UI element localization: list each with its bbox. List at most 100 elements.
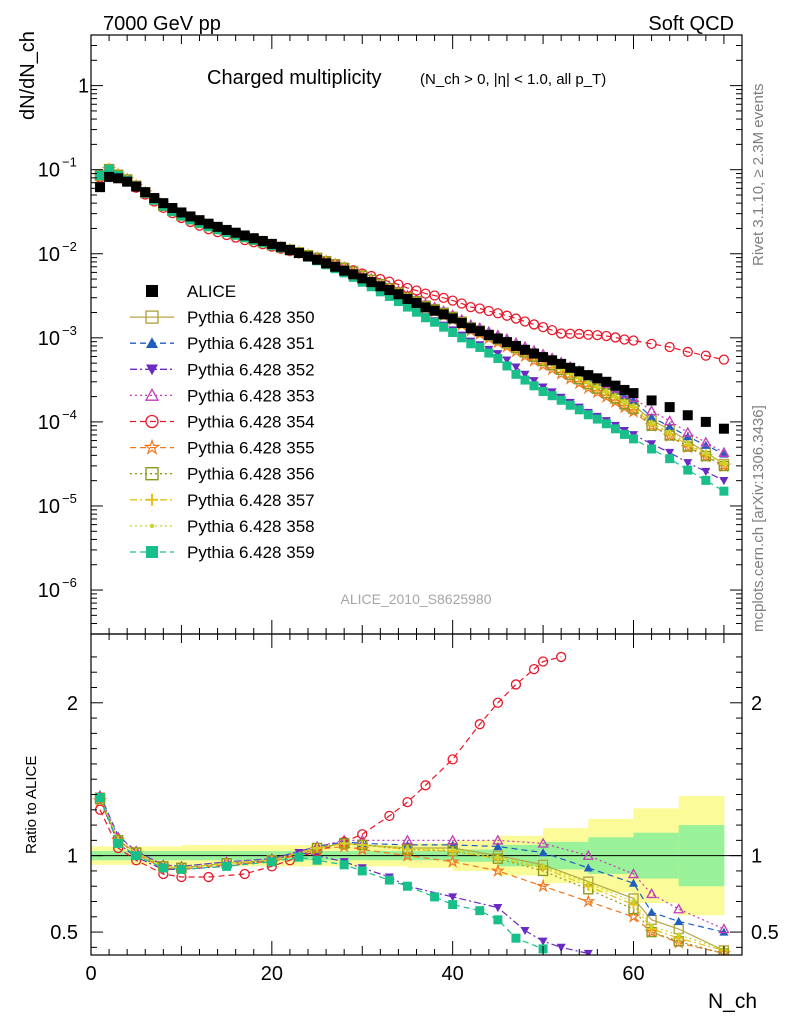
ratio-point — [203, 871, 214, 883]
data-point — [601, 419, 611, 429]
alice-data-point — [501, 337, 512, 348]
ratio-point — [445, 854, 460, 868]
data-point — [430, 317, 440, 327]
data-point — [647, 444, 657, 454]
data-point — [493, 353, 503, 363]
alice-data-point — [556, 358, 567, 369]
energy-label: 7000 GeV pp — [103, 13, 221, 35]
data-point — [718, 354, 730, 365]
data-point — [665, 421, 675, 430]
alice-data-point — [167, 203, 178, 214]
data-point — [613, 394, 618, 399]
x-tick-label: 60 — [622, 963, 644, 985]
alice-data-point — [565, 362, 576, 373]
y-tick-label: 10 — [38, 580, 60, 602]
legend-entry: Pythia 6.428 353 — [130, 386, 315, 405]
ratio-point — [447, 834, 459, 845]
data-point — [682, 426, 694, 437]
legend-marker — [146, 364, 158, 376]
ratio-point — [520, 926, 530, 936]
data-point — [492, 308, 504, 319]
chart-title-suffix: (N_ch > 0, |η| < 1.0, all p_T) — [420, 71, 606, 88]
alice-data-point — [248, 233, 259, 244]
data-point — [529, 377, 539, 386]
alice-data-point — [203, 218, 214, 229]
legend-marker — [145, 310, 159, 324]
ratio-point — [360, 842, 365, 848]
lower-frame — [90, 633, 743, 956]
data-point — [683, 459, 693, 468]
ratio-point — [673, 903, 685, 914]
alice-data-point — [176, 207, 187, 218]
alice-data-point — [601, 376, 612, 387]
alice-data-point — [339, 265, 350, 276]
alice-data-point — [529, 348, 540, 359]
y-tick-exponent: −2 — [62, 239, 77, 254]
alice-data-point — [158, 198, 169, 209]
data-point — [719, 486, 729, 496]
data-point — [411, 285, 422, 296]
legend-marker — [149, 523, 155, 529]
ratio-point — [430, 892, 440, 902]
ratio-point — [493, 904, 503, 913]
legend-label: Pythia 6.428 351 — [187, 334, 315, 353]
data-point — [647, 440, 657, 449]
alice-data-point — [257, 235, 268, 246]
legend-label: ALICE — [187, 282, 236, 301]
ratio-point — [448, 893, 458, 902]
ratio-point — [495, 854, 501, 860]
data-point — [667, 430, 672, 435]
data-point — [501, 310, 513, 321]
data-point — [393, 296, 403, 306]
ratio-point — [131, 851, 141, 861]
ratio-tick-label-right: 0.5 — [751, 922, 779, 944]
data-point — [610, 332, 621, 343]
series-line — [99, 168, 725, 464]
data-point — [583, 410, 593, 420]
ratio-point — [492, 697, 504, 708]
legend-marker — [146, 337, 158, 348]
y-tick-label: 10 — [38, 496, 60, 518]
legend-entry: Pythia 6.428 359 — [130, 543, 315, 562]
data-point — [622, 399, 627, 404]
data-point — [421, 313, 431, 323]
data-point — [645, 405, 658, 416]
y-tick-label: 10 — [38, 412, 60, 434]
alice-data-point — [628, 388, 639, 399]
data-point — [701, 440, 711, 449]
data-point — [457, 333, 467, 343]
data-point — [447, 295, 458, 306]
alice-data-point — [483, 330, 494, 341]
data-point — [577, 375, 582, 380]
data-point — [519, 316, 531, 327]
alice-data-point — [221, 224, 232, 235]
legend-entry: Pythia 6.428 357 — [130, 491, 315, 510]
rivet-version-label: Rivet 3.1.10, ≥ 2.3M events — [750, 84, 767, 267]
data-point — [718, 446, 730, 457]
alice-data-point — [303, 251, 313, 262]
data-point — [412, 307, 421, 317]
alice-data-point — [393, 289, 404, 300]
data-point — [448, 328, 458, 338]
alice-data-point — [293, 248, 304, 259]
alice-data-point — [104, 171, 115, 182]
ratio-point — [475, 906, 485, 916]
ratio-point — [586, 880, 591, 886]
ratio-point — [312, 855, 322, 865]
alice-data-point — [492, 333, 503, 344]
alice-data-point — [239, 230, 250, 241]
data-point — [700, 350, 711, 361]
alice-data-point — [619, 384, 630, 395]
ratio-point — [647, 907, 657, 916]
alice-data-point — [185, 211, 196, 222]
data-point — [528, 319, 540, 330]
data-point — [665, 454, 675, 464]
data-point — [502, 361, 512, 371]
ratio-tick-label-right: 1 — [751, 846, 762, 868]
alice-data-point — [574, 366, 585, 377]
legend-label: Pythia 6.428 352 — [187, 360, 315, 379]
alice-data-point — [538, 352, 549, 363]
ratio-point — [420, 780, 431, 791]
data-point — [538, 386, 548, 396]
data-point — [520, 370, 530, 379]
